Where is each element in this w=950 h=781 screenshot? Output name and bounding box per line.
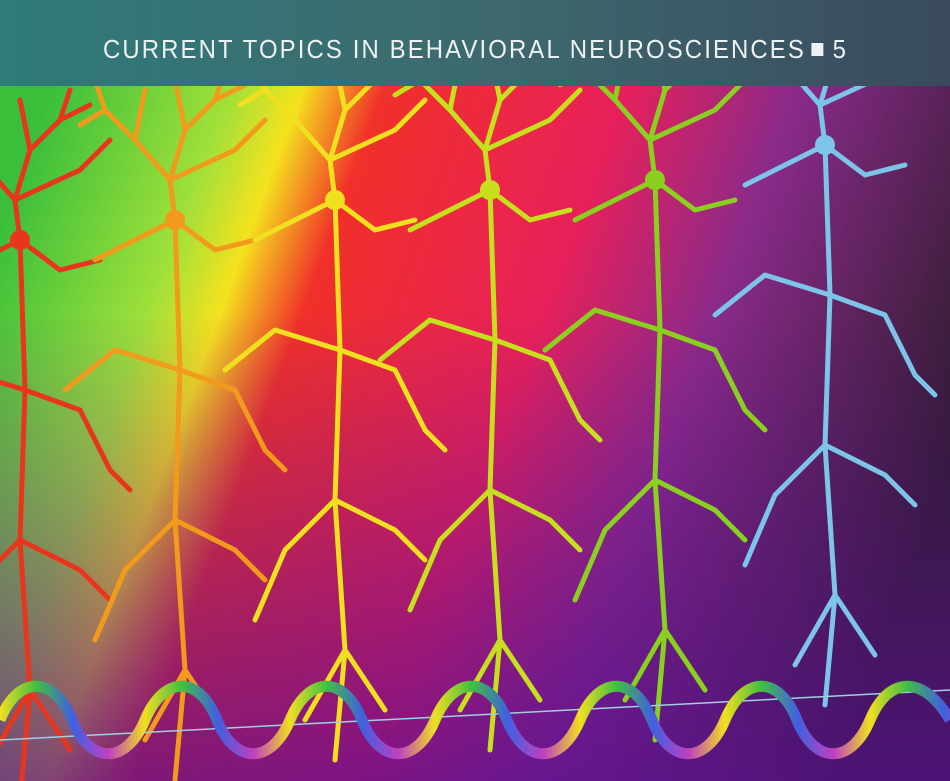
separator [811, 43, 824, 56]
series-title: CURRENT TOPICS IN BEHAVIORAL NEUROSCIENC… [103, 34, 848, 65]
series-name: CURRENT TOPICS IN BEHAVIORAL NEUROSCIENC… [103, 34, 806, 64]
helix-axis [0, 689, 950, 741]
volume-number: 5 [832, 34, 849, 64]
title-band [0, 0, 950, 86]
helix [0, 680, 950, 760]
